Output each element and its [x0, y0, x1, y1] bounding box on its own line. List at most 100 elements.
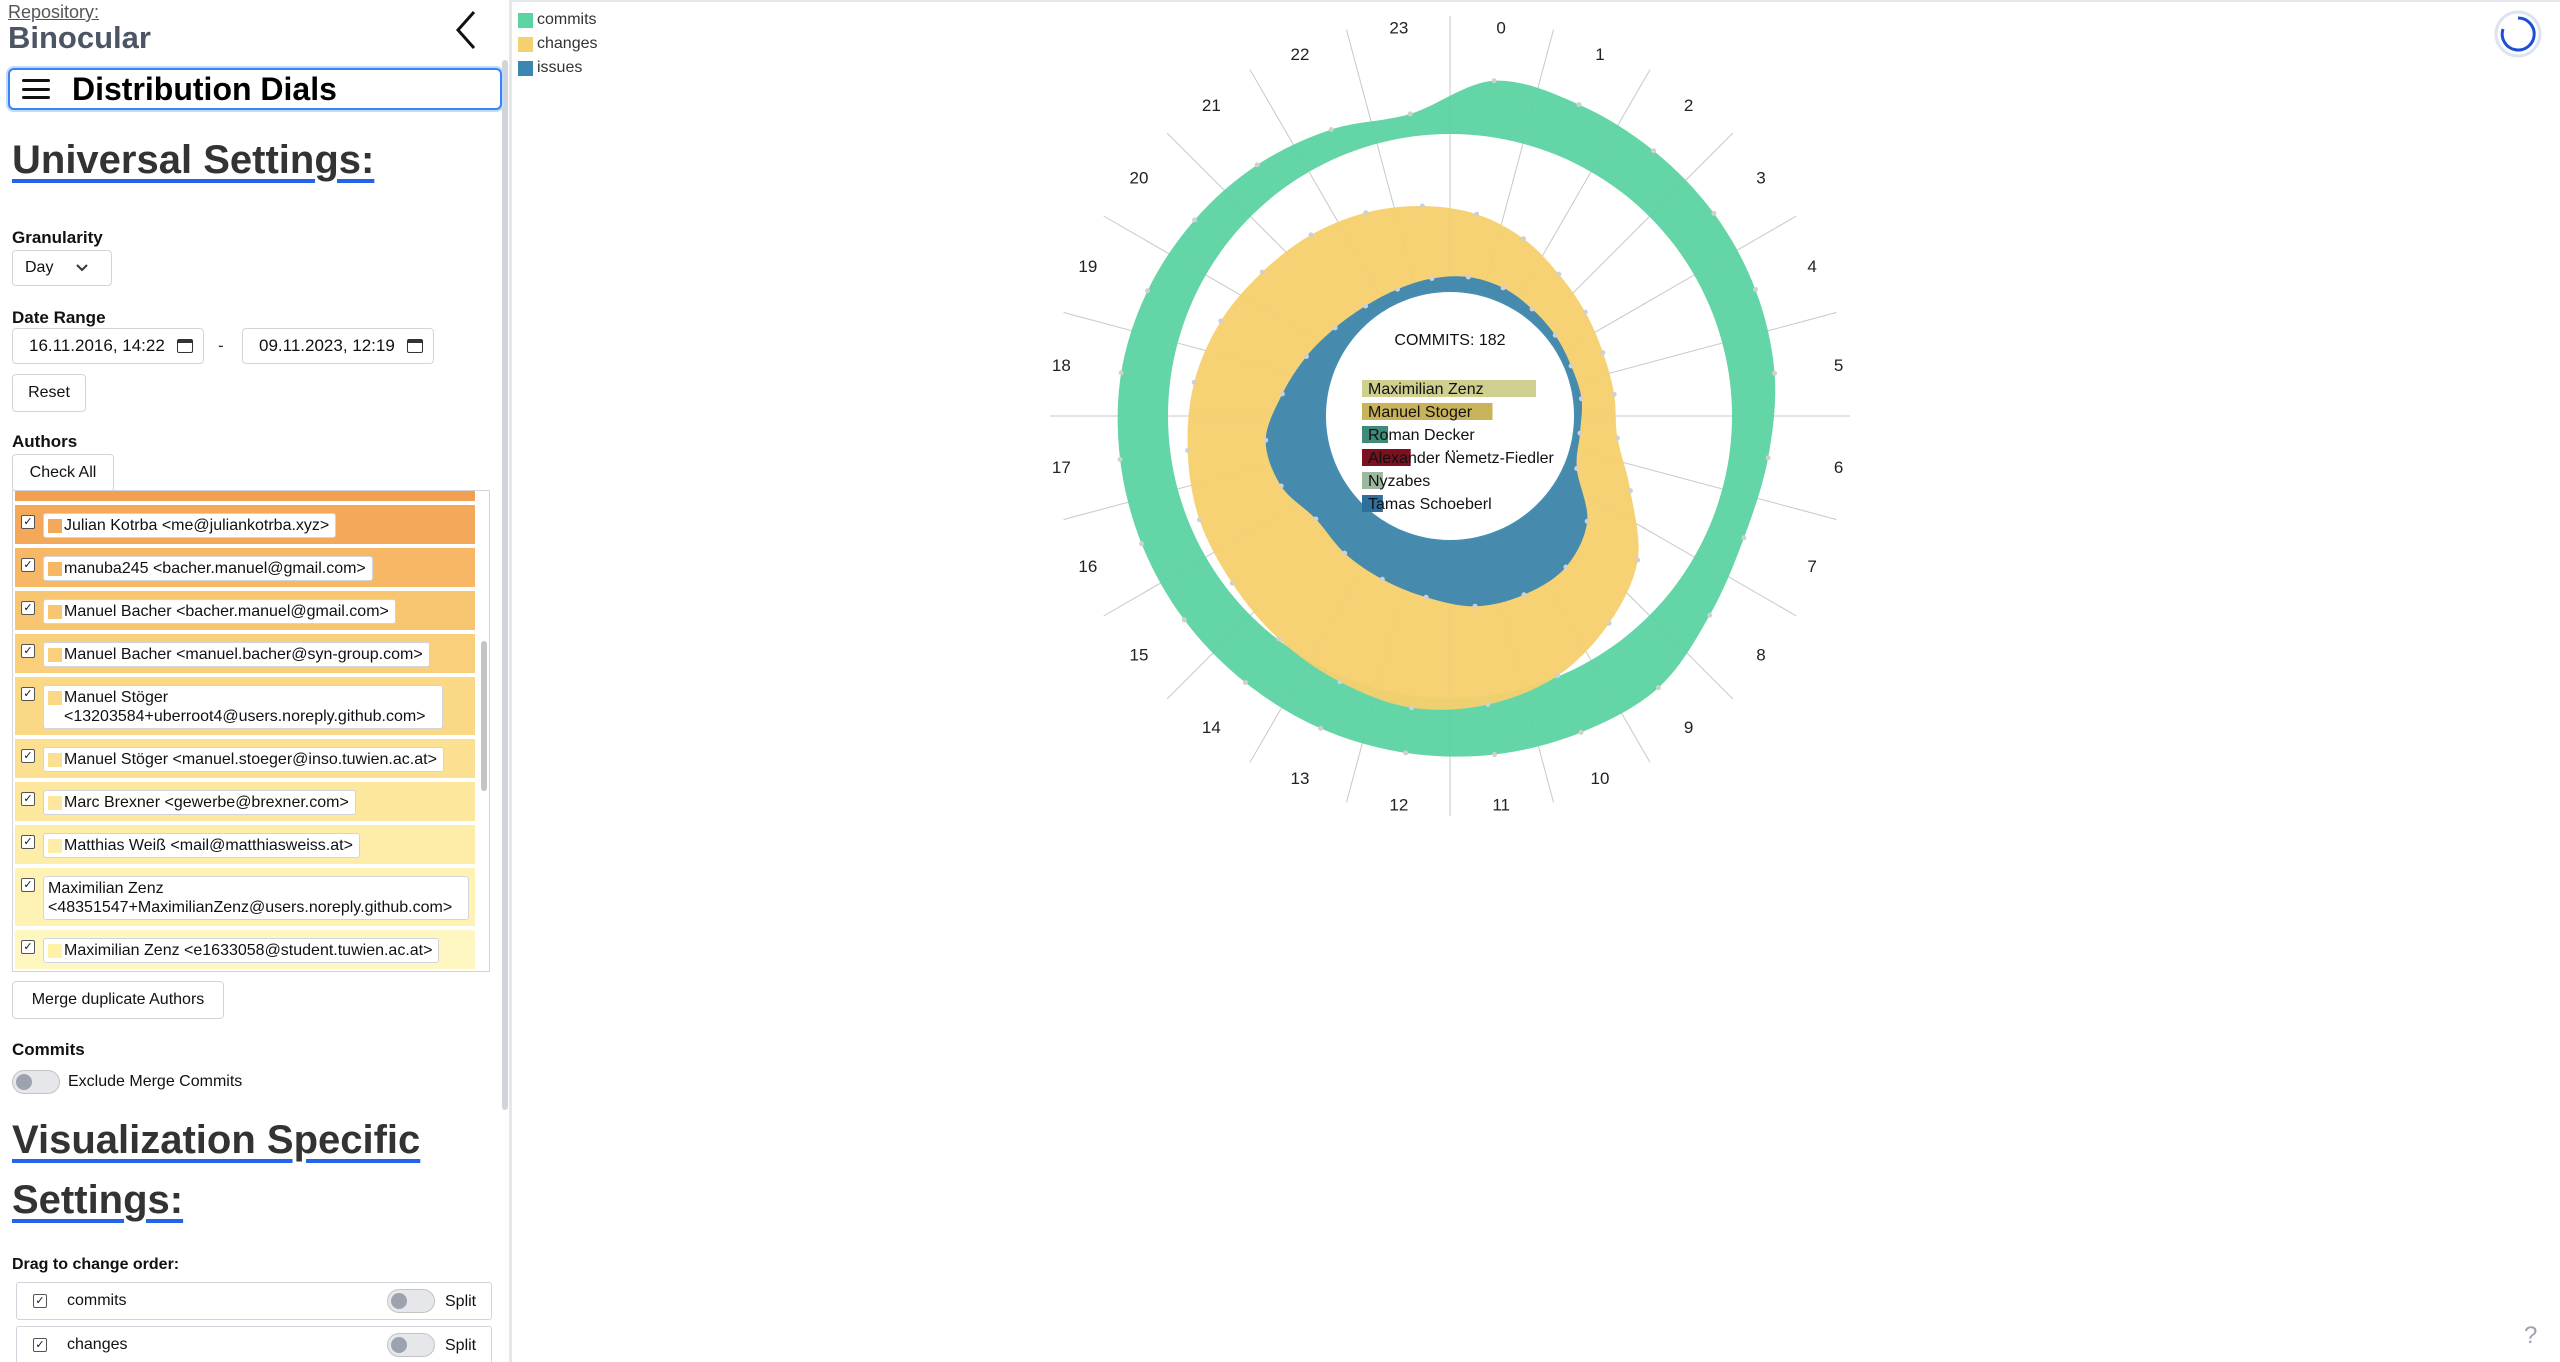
settings-sidebar: Repository: Binocular Distribution Dials… [0, 0, 512, 1362]
hour-label-2: 2 [1684, 96, 1693, 115]
exclude-merge-commits-toggle[interactable] [12, 1070, 60, 1094]
distribution-dial-chart: 01234567891011121314151617181920212223CO… [1050, 16, 1850, 816]
repository-header: Repository: Binocular [8, 2, 151, 54]
commits-area-point-5 [1772, 370, 1778, 376]
author-bar-label-5: Tamas Schoeberl [1368, 496, 1492, 513]
commits-area-point-14 [1242, 680, 1248, 686]
hour-label-1: 1 [1595, 45, 1604, 64]
author-checkbox[interactable]: ✓ [21, 792, 35, 806]
hour-label-7: 7 [1807, 557, 1816, 576]
hour-label-20: 20 [1130, 168, 1149, 187]
author-row[interactable]: ✓ Julian Kotrba <me@juliankotrba.xyz> [15, 505, 475, 544]
order-row-changes[interactable]: ✓ changes Split [16, 1326, 492, 1362]
issues-area-point-3 [1552, 332, 1558, 338]
legend-swatch [518, 36, 533, 52]
author-color-swatch [48, 691, 62, 705]
author-checkbox[interactable]: ✓ [21, 749, 35, 763]
commits-area-point-23 [1407, 111, 1413, 117]
hour-label-5: 5 [1834, 356, 1843, 375]
author-color-swatch [48, 944, 62, 958]
author-checkbox[interactable]: ✓ [21, 687, 35, 701]
help-icon[interactable]: ? [2524, 1322, 2538, 1349]
date-to-input[interactable]: 09.11.2023, 12:19 [242, 328, 434, 364]
author-name: Manuel Bacher <bacher.manuel@gmail.com> [64, 603, 389, 620]
commits-area-point-21 [1254, 162, 1260, 168]
author-checkbox[interactable]: ✓ [21, 515, 35, 529]
issues-area [1265, 276, 1588, 607]
calendar-icon[interactable] [407, 339, 423, 353]
merge-duplicate-authors-button[interactable]: Merge duplicate Authors [12, 981, 224, 1019]
date-from-input[interactable]: 16.11.2016, 14:22 [12, 328, 204, 364]
author-row[interactable]: ✓ Matthias Weiß <mail@matthiasweiss.at> [15, 825, 475, 864]
author-chip: Maximilian Zenz <48351547+MaximilianZenz… [43, 876, 469, 920]
order-row-commits[interactable]: ✓ commits Split [16, 1282, 492, 1320]
author-checkbox[interactable]: ✓ [21, 878, 35, 892]
commits-area-point-0 [1491, 78, 1497, 84]
visualization-select[interactable]: Distribution Dials [8, 68, 502, 110]
changes-area-point-7 [1627, 488, 1633, 494]
hour-label-3: 3 [1756, 168, 1765, 187]
split-label: Split [445, 1293, 477, 1310]
legend-label: issues [537, 59, 583, 76]
hour-label-19: 19 [1078, 257, 1097, 276]
legend-item-commits[interactable]: commits [518, 8, 598, 32]
date-to-value: 09.11.2023, 12:19 [259, 336, 395, 355]
author-row[interactable]: ✓ Manuel Stöger <13203584+uberroot4@users… [15, 677, 475, 735]
granularity-select[interactable]: Day [12, 250, 112, 286]
hour-label-17: 17 [1052, 458, 1071, 477]
hour-label-14: 14 [1202, 718, 1221, 737]
sidebar-scrollbar[interactable] [502, 60, 508, 1110]
issues-area-point-8 [1584, 518, 1590, 524]
author-row[interactable]: ✓ Manuel Bacher <manuel.bacher@syn-group.… [15, 634, 475, 673]
commits-area-point-8 [1707, 612, 1713, 618]
legend-label: changes [537, 35, 598, 52]
author-chip: Marc Brexner <gewerbe@brexner.com> [43, 790, 356, 815]
author-row[interactable]: ✓ Maximilian Zenz <e1633058@student.tuwie… [15, 930, 475, 969]
changes-checkbox[interactable]: ✓ [33, 1338, 47, 1352]
changes-area-point-10 [1555, 673, 1561, 679]
split-toggle[interactable] [387, 1333, 435, 1357]
author-bar-label-1: Manuel Stoger [1368, 404, 1473, 421]
check-all-button[interactable]: Check All [12, 454, 114, 492]
split-toggle[interactable] [387, 1289, 435, 1313]
commits-area-point-17 [1117, 456, 1123, 462]
author-row[interactable]: ✓ manuba245 <bacher.manuel@gmail.com> [15, 548, 475, 587]
author-name: Manuel Bacher <manuel.bacher@syn-group.c… [64, 646, 423, 663]
chevron-left-icon[interactable] [448, 6, 488, 54]
author-color-swatch [48, 753, 62, 767]
author-row[interactable]: ✓ Manuel Stöger <manuel.stoeger@inso.tuwi… [15, 739, 475, 778]
author-row[interactable]: ✓ Marc Brexner <gewerbe@brexner.com> [15, 782, 475, 821]
authors-scrollbar[interactable] [481, 641, 487, 791]
changes-area-point-22 [1363, 210, 1369, 216]
issues-area-point-16 [1278, 483, 1284, 489]
commits-label: Commits [12, 1040, 85, 1059]
hour-label-8: 8 [1756, 646, 1765, 665]
chevron-down-icon [76, 264, 89, 272]
author-chip: Manuel Bacher <manuel.bacher@syn-group.c… [43, 642, 430, 667]
author-bar-2 [1362, 426, 1389, 443]
issues-area-point-18 [1279, 391, 1285, 397]
author-checkbox[interactable]: ✓ [21, 644, 35, 658]
author-bar-1 [1362, 403, 1493, 420]
changes-area-point-2 [1556, 271, 1562, 277]
refresh-icon[interactable] [2492, 8, 2544, 60]
author-row[interactable]: ✓ Maximilian Zenz <48351547+MaximilianZen… [15, 868, 475, 926]
author-list: ✓ Julian Kotrba <me@juliankotrba.xyz> ✓ man… [15, 505, 477, 971]
author-name: Matthias Weiß <mail@matthiasweiss.at> [64, 837, 353, 854]
author-checkbox[interactable]: ✓ [21, 835, 35, 849]
author-checkbox[interactable]: ✓ [21, 940, 35, 954]
author-checkbox[interactable]: ✓ [21, 601, 35, 615]
issues-area-point-0 [1465, 274, 1471, 280]
calendar-icon[interactable] [177, 339, 193, 353]
author-checkbox[interactable]: ✓ [21, 558, 35, 572]
changes-area-point-4 [1600, 350, 1606, 356]
hour-label-13: 13 [1291, 769, 1310, 788]
authors-list-box: ✓ Julian Kotrba <me@juliankotrba.xyz> ✓ man… [12, 490, 490, 972]
commits-checkbox[interactable]: ✓ [33, 1294, 47, 1308]
author-row[interactable]: ✓ Manuel Bacher <bacher.manuel@gmail.com> [15, 591, 475, 630]
reset-button[interactable]: Reset [12, 374, 86, 412]
issues-area-point-5 [1579, 396, 1585, 402]
issues-area-point-10 [1521, 592, 1527, 598]
legend-item-issues[interactable]: issues [518, 56, 598, 80]
legend-item-changes[interactable]: changes [518, 32, 598, 56]
